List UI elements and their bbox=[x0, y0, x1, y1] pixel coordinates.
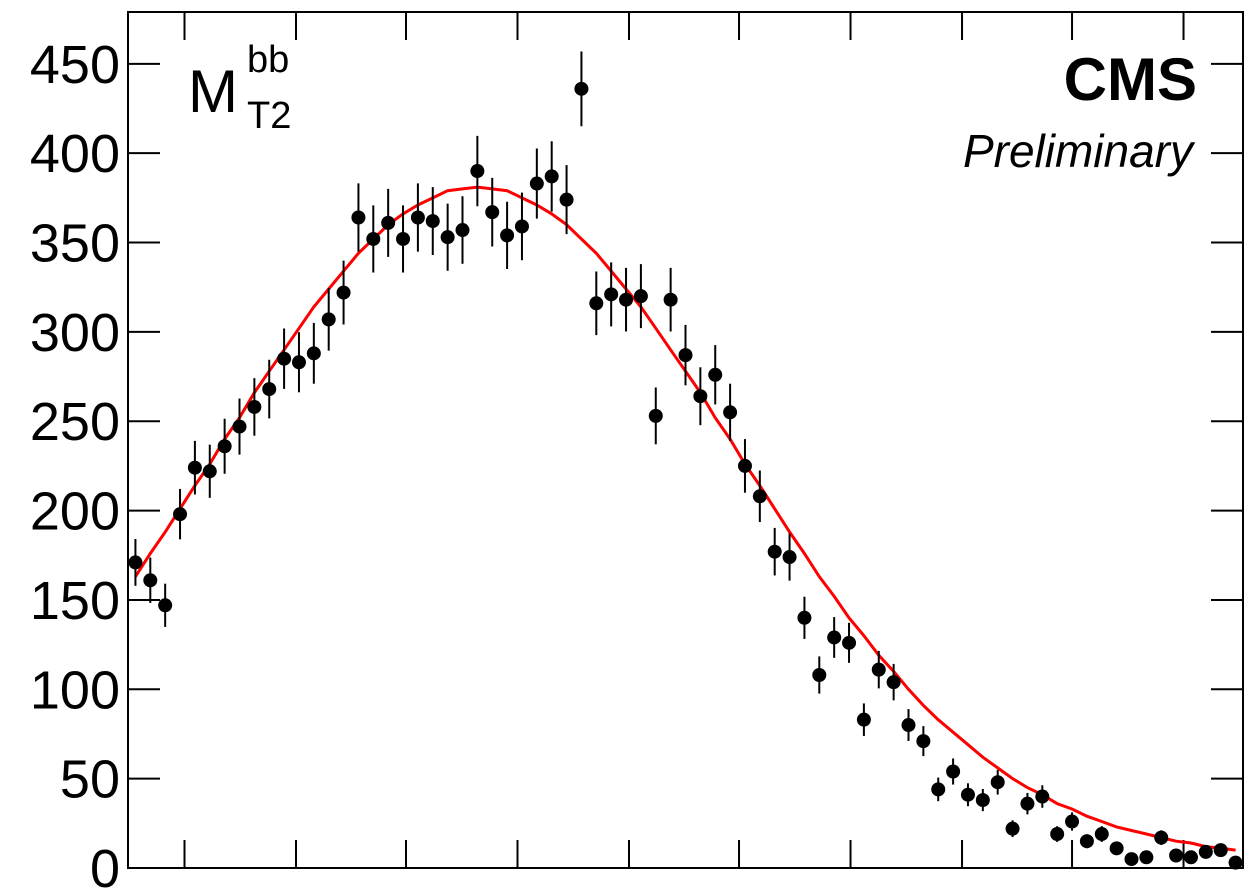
data-point bbox=[247, 399, 262, 414]
data-point bbox=[143, 573, 158, 588]
data-point bbox=[187, 460, 202, 475]
data-point bbox=[262, 382, 277, 397]
data-point bbox=[1198, 844, 1213, 859]
data-point bbox=[782, 550, 797, 565]
data-point bbox=[856, 712, 871, 727]
data-point bbox=[767, 544, 782, 559]
data-point bbox=[871, 662, 886, 677]
data-point bbox=[1124, 852, 1139, 867]
data-point bbox=[723, 405, 738, 420]
data-point bbox=[1183, 850, 1198, 865]
data-point bbox=[514, 219, 529, 234]
data-point bbox=[277, 351, 292, 366]
data-point bbox=[1065, 814, 1080, 829]
data-point bbox=[529, 176, 544, 191]
data-point bbox=[901, 718, 916, 733]
data-point bbox=[321, 312, 336, 327]
data-point bbox=[1020, 796, 1035, 811]
data-point bbox=[455, 223, 470, 238]
variable-subscript: T2 bbox=[247, 95, 291, 137]
data-point bbox=[842, 635, 857, 650]
data-point bbox=[1228, 855, 1243, 870]
variable-label: M bbox=[188, 58, 238, 125]
data-point bbox=[470, 164, 485, 179]
data-point bbox=[544, 169, 559, 184]
data-point bbox=[663, 292, 678, 307]
data-point bbox=[1139, 850, 1154, 865]
data-point bbox=[366, 231, 381, 246]
fit-curve bbox=[134, 185, 1236, 852]
data-point bbox=[128, 555, 143, 570]
data-point bbox=[485, 205, 500, 220]
data-point bbox=[797, 610, 812, 625]
data-point bbox=[678, 348, 693, 363]
y-tick-label: 400 bbox=[30, 124, 120, 184]
y-tick-label: 150 bbox=[30, 571, 120, 631]
data-point bbox=[574, 81, 589, 96]
data-point bbox=[812, 667, 827, 682]
variable-superscript: bb bbox=[247, 39, 289, 81]
data-point bbox=[500, 228, 515, 243]
data-point bbox=[648, 408, 663, 423]
data-point bbox=[291, 355, 306, 370]
y-tick-label: 250 bbox=[30, 392, 120, 452]
y-tick-label: 200 bbox=[30, 482, 120, 542]
data-point bbox=[1213, 843, 1228, 858]
experiment-label: CMS bbox=[1064, 46, 1197, 113]
data-point bbox=[1079, 834, 1094, 849]
data-point bbox=[202, 464, 217, 479]
plot-frame bbox=[127, 11, 1244, 869]
data-point bbox=[1005, 821, 1020, 836]
status-label: Preliminary bbox=[963, 125, 1196, 177]
data-point bbox=[916, 734, 931, 749]
y-tick-label: 350 bbox=[30, 214, 120, 274]
y-tick-label: 50 bbox=[60, 750, 120, 810]
data-point bbox=[1035, 789, 1050, 804]
data-point bbox=[1169, 848, 1184, 863]
data-point bbox=[217, 439, 232, 454]
data-point bbox=[173, 507, 188, 522]
data-point bbox=[946, 764, 961, 779]
data-point bbox=[960, 787, 975, 802]
data-point bbox=[559, 192, 574, 207]
data-point bbox=[752, 489, 767, 504]
data-point bbox=[1094, 827, 1109, 842]
data-point bbox=[351, 210, 366, 225]
data-point bbox=[158, 598, 173, 613]
data-point bbox=[1154, 830, 1169, 845]
data-point bbox=[990, 775, 1005, 790]
data-point bbox=[708, 367, 723, 382]
data-point bbox=[693, 389, 708, 404]
data-point bbox=[604, 287, 619, 302]
data-point bbox=[381, 215, 396, 230]
data-point bbox=[1050, 827, 1065, 842]
data-point bbox=[425, 214, 440, 229]
y-tick-label: 300 bbox=[30, 303, 120, 363]
data-point bbox=[975, 793, 990, 808]
y-tick-label: 100 bbox=[30, 660, 120, 720]
data-point bbox=[336, 285, 351, 300]
data-point bbox=[410, 210, 425, 225]
y-tick-label: 0 bbox=[90, 839, 120, 891]
data-point bbox=[737, 458, 752, 473]
y-tick-label: 450 bbox=[30, 35, 120, 95]
data-point bbox=[1109, 841, 1124, 856]
data-point bbox=[396, 231, 411, 246]
data-point bbox=[931, 782, 946, 797]
data-point bbox=[232, 419, 247, 434]
data-point bbox=[827, 630, 842, 645]
data-point bbox=[306, 346, 321, 361]
data-point bbox=[440, 230, 455, 245]
data-point bbox=[886, 675, 901, 690]
data-point bbox=[589, 296, 604, 311]
data-point bbox=[633, 289, 648, 304]
data-point bbox=[619, 292, 634, 307]
